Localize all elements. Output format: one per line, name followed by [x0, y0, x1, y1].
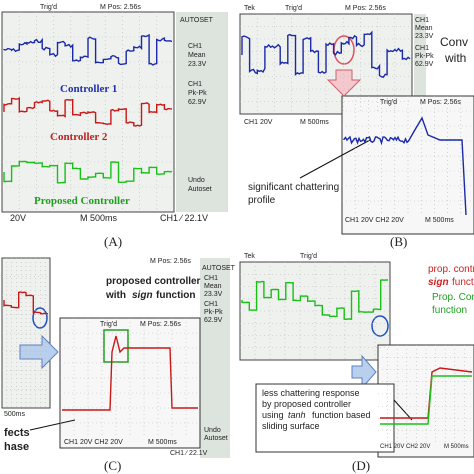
note: sign [132, 290, 153, 301]
side: CH1 [188, 81, 202, 88]
note: function [156, 290, 195, 301]
callout: by proposed controller [262, 399, 351, 409]
side: 62.9V [188, 99, 207, 106]
footer: M 500ms [300, 119, 329, 126]
side: Autoset [188, 186, 212, 193]
side: CH1 [204, 275, 218, 282]
callout: profile [248, 195, 276, 206]
callout: using [262, 410, 284, 420]
footer: M 500ms [80, 213, 118, 223]
arrow [351, 354, 377, 390]
pointer [29, 419, 76, 431]
trace [3, 96, 173, 127]
layout [1, 11, 474, 458]
footer: 20V [10, 213, 26, 223]
highlight [32, 307, 48, 329]
pos: M Pos: 2.56s [100, 4, 141, 11]
side: Mean [415, 25, 433, 32]
side: 62.9V [204, 317, 223, 324]
side: Mean [204, 283, 222, 290]
callout: significant chattering [248, 182, 339, 193]
panel-label: (D) [352, 458, 370, 473]
note: proposed controller [106, 276, 201, 287]
note: with [105, 290, 126, 301]
side: CH1 [188, 43, 202, 50]
callout: tanh [288, 410, 306, 420]
note: Prop. Con [432, 292, 474, 303]
side: Autoset [204, 435, 228, 442]
note: sign [428, 277, 449, 288]
side: AUTOSET [180, 17, 214, 24]
trace [3, 33, 173, 66]
callout: hase [4, 441, 29, 453]
trig: Trig'd [40, 4, 57, 11]
trig: Trig'd [300, 253, 317, 260]
side-panel [414, 14, 426, 114]
inset-trig: Trig'd [100, 321, 117, 328]
side: Undo [188, 177, 205, 184]
inset-footer: M 500ms [425, 217, 454, 224]
side: 23.3V [188, 61, 207, 68]
pointer [299, 139, 371, 179]
side: AUTOSET [202, 265, 236, 272]
inset-footer: CH1 20V CH2 20V [64, 439, 123, 446]
side-panel [200, 258, 230, 458]
trace-label: Controller 2 [50, 131, 108, 143]
callout: function based [312, 410, 371, 420]
panel-label: (A) [104, 234, 122, 249]
note: function [452, 277, 474, 288]
trace [3, 160, 173, 184]
panel-label: (B) [390, 234, 407, 249]
trace [343, 116, 467, 216]
side: Pk-Pk [188, 90, 207, 97]
pos: M Pos: 2.56s [345, 5, 386, 12]
side: Pk-Pk [415, 53, 434, 60]
trace [241, 30, 411, 79]
side-panel [176, 12, 228, 212]
side: CH1 [204, 301, 218, 308]
inset-footer: M 500ms [444, 444, 469, 450]
tek: Tek [244, 5, 255, 12]
inset-pos: M Pos: 2.56s [140, 321, 181, 328]
footer: CH1 ∕ 22.1V [160, 213, 208, 223]
inset-footer: CH1 20V CH2 20V [380, 444, 430, 450]
trace-label: Controller 1 [60, 83, 117, 95]
side: Undo [204, 427, 221, 434]
trig: Trig'd [285, 5, 302, 12]
side: Pk-Pk [204, 309, 223, 316]
footer: CH1 20V [244, 119, 273, 126]
highlight [371, 315, 389, 337]
trace [62, 335, 198, 411]
trace [241, 279, 389, 321]
note: function [432, 305, 467, 316]
footer: 500ms [4, 411, 26, 418]
side: 23.3V [204, 291, 223, 298]
inset-trig: Trig'd [380, 99, 397, 106]
trace [380, 367, 473, 419]
inset-pos: M Pos: 2.56s [420, 99, 461, 106]
panel-label: (C) [104, 458, 121, 473]
trace-label: Proposed Controller [34, 195, 130, 207]
side: CH1 [415, 45, 429, 52]
callout-box [255, 383, 395, 453]
side: 62.9V [415, 61, 434, 68]
side: 23.3V [415, 33, 434, 40]
side: Mean [188, 52, 206, 59]
note: prop. contr [428, 264, 474, 275]
inset-footer: CH1 20V CH2 20V [345, 217, 404, 224]
pointer [393, 399, 413, 421]
pos: M Pos: 2.56s [150, 258, 191, 265]
trace [3, 291, 49, 315]
note: Conv [440, 35, 468, 49]
inset-footer: M 500ms [148, 439, 177, 446]
side: CH1 [415, 17, 429, 24]
callout: less chattering response [262, 388, 360, 398]
tek: Tek [244, 253, 255, 260]
footer: CH1 ∕ 22.1V [170, 450, 208, 457]
note: with [444, 51, 466, 65]
trace [380, 375, 472, 425]
callout: fects [4, 427, 30, 439]
callout: sliding surface [262, 421, 320, 431]
